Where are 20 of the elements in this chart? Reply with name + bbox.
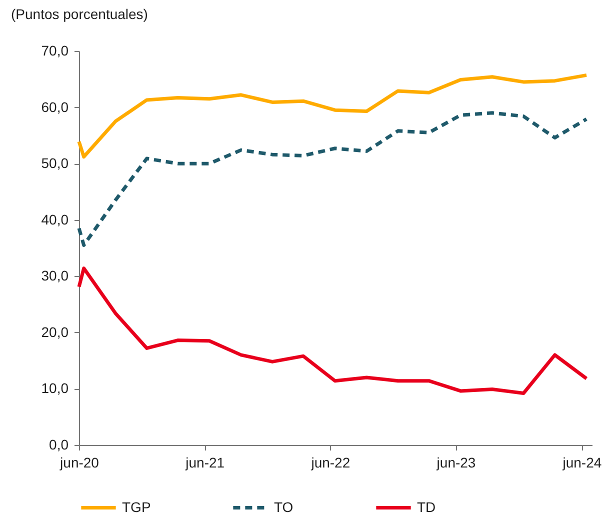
line-series: [77, 266, 588, 395]
x-tick-label: jun-20: [59, 454, 100, 470]
y-tick-label: 40,0: [41, 211, 69, 228]
line-series: [77, 73, 588, 159]
y-tick-label: 30,0: [41, 268, 69, 284]
x-tick-label: jun-24: [562, 454, 602, 470]
y-tick-label: 60,0: [41, 98, 69, 115]
legend-label: TO: [274, 498, 294, 515]
legend-label: TD: [417, 498, 436, 515]
chart-subtitle: (Puntos porcentuales): [11, 6, 148, 22]
y-tick-label: 10,0: [41, 380, 69, 396]
line-series: [77, 111, 588, 247]
x-tick-label: jun-22: [310, 454, 350, 470]
legend-label: TGP: [122, 498, 151, 515]
y-tick-label: 20,0: [41, 324, 69, 340]
y-tick-label: 50,0: [41, 155, 69, 172]
x-tick-label: jun-23: [436, 454, 476, 470]
y-tick-label: 0,0: [49, 436, 69, 452]
x-tick-label: jun-21: [184, 454, 225, 470]
y-tick-label: 70,0: [41, 42, 69, 58]
